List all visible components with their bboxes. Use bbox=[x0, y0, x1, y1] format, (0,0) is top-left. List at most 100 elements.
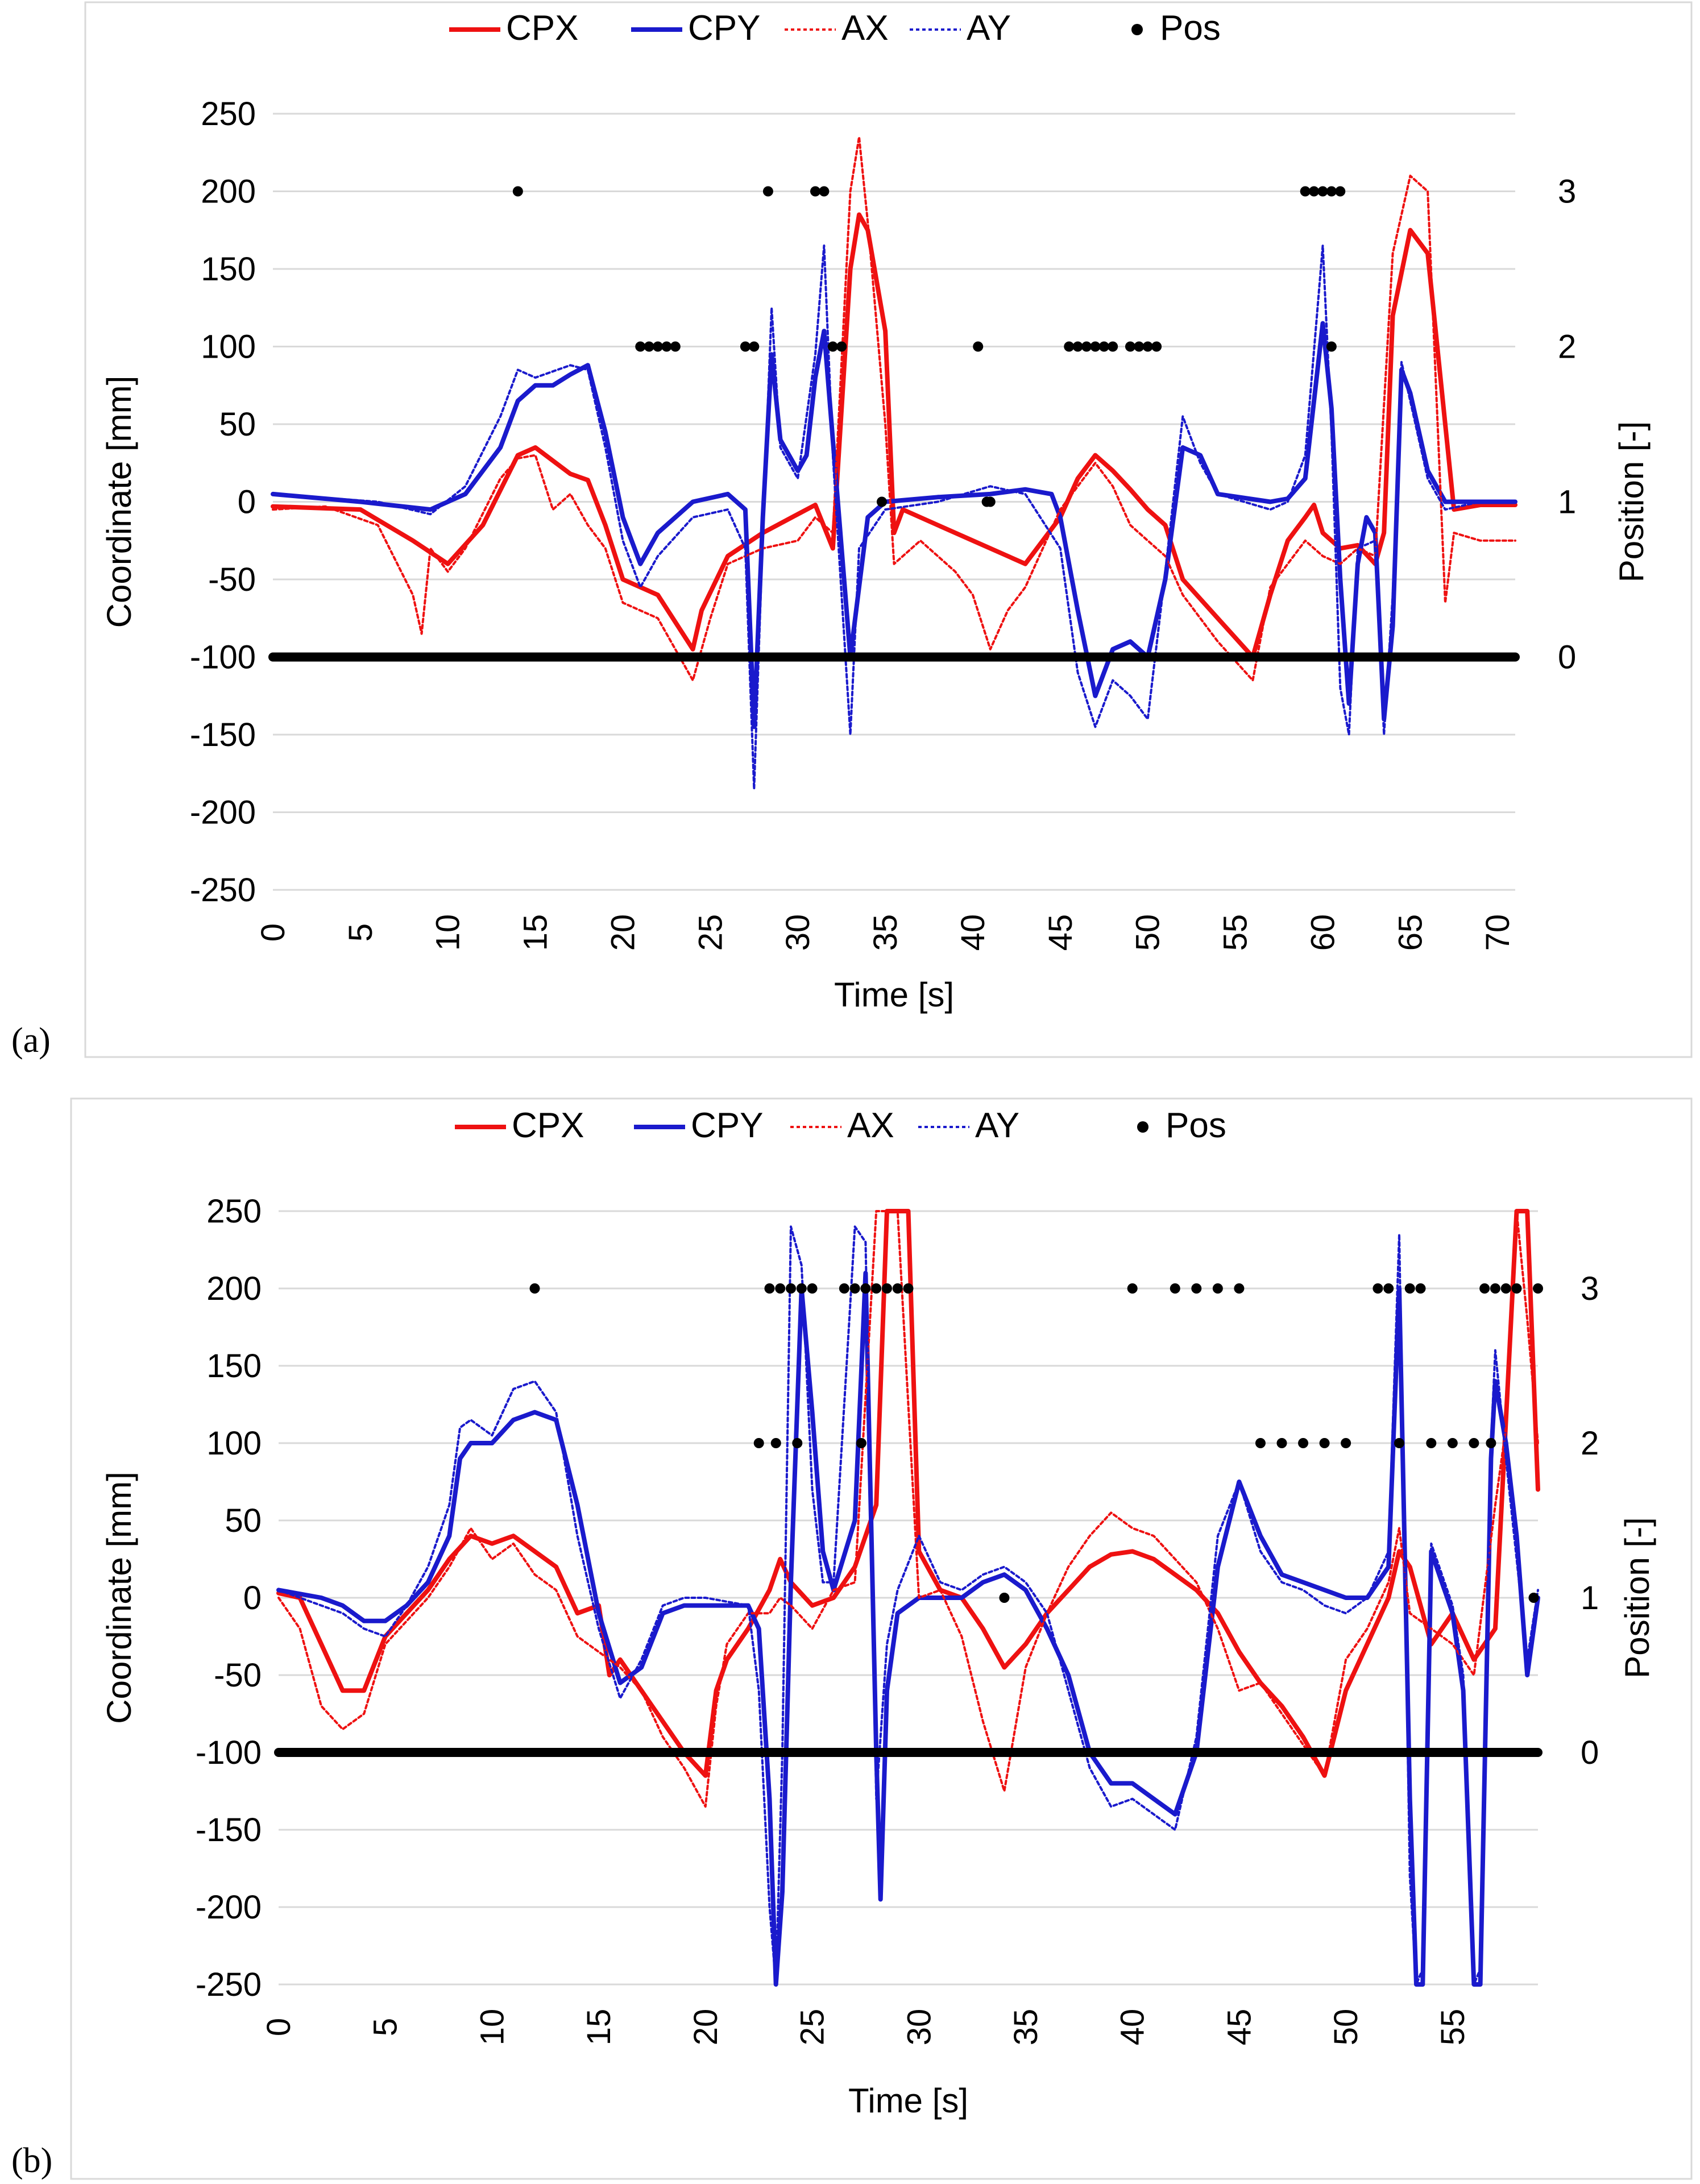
legend-label-cpy: CPY bbox=[691, 1106, 763, 1145]
pos-point bbox=[762, 186, 773, 197]
x-tick-label: 50 bbox=[1130, 914, 1167, 951]
panel-b: (b) 250200150100500-50-100-150-200-25032… bbox=[11, 1097, 1693, 2180]
x-tick-label: 70 bbox=[1479, 914, 1516, 951]
legend-label-pos: Pos bbox=[1166, 1106, 1226, 1145]
y-tick-label: -100 bbox=[196, 1734, 262, 1771]
panel-b-frame bbox=[70, 1097, 1693, 2180]
x-tick-label: 20 bbox=[687, 2009, 724, 2046]
y-tick-label: 200 bbox=[206, 1270, 262, 1307]
y-tick-label: -250 bbox=[196, 1966, 262, 2003]
pos-point bbox=[1383, 1283, 1394, 1294]
x-tick-label: 0 bbox=[255, 923, 292, 942]
y-tick-label: 50 bbox=[225, 1502, 262, 1539]
pos-point bbox=[1064, 341, 1075, 352]
y2-axis-title: Position [-] bbox=[1618, 1517, 1656, 1678]
pos-point bbox=[1373, 1283, 1383, 1294]
pos-point bbox=[1300, 186, 1311, 197]
y-axis-title: Coordinate [mm] bbox=[100, 1472, 138, 1724]
pos-point bbox=[1212, 1283, 1223, 1294]
pos-point bbox=[1191, 1283, 1202, 1294]
pos-point bbox=[1108, 341, 1118, 352]
x-tick-label: 50 bbox=[1328, 2009, 1365, 2046]
pos-point bbox=[849, 1283, 860, 1294]
x-tick-label: 10 bbox=[430, 914, 467, 951]
pos-point bbox=[1326, 186, 1337, 197]
x-tick-label: 25 bbox=[692, 914, 729, 951]
legend-label-cpx: CPX bbox=[506, 9, 578, 48]
x-tick-label: 35 bbox=[1007, 2009, 1044, 2046]
series-line-ay bbox=[272, 244, 1516, 790]
x-tick-label: 5 bbox=[367, 2018, 404, 2036]
pos-point bbox=[860, 1283, 871, 1294]
panel-b-label: (b) bbox=[11, 2141, 52, 2180]
legend-label-cpy: CPY bbox=[688, 9, 760, 48]
pos-point bbox=[1447, 1438, 1458, 1448]
x-axis-title: Time [s] bbox=[848, 2082, 968, 2120]
x-tick-label: 45 bbox=[1221, 2009, 1258, 2046]
pos-point bbox=[635, 341, 646, 352]
pos-point bbox=[644, 341, 654, 352]
pos-point bbox=[1404, 1283, 1415, 1294]
pos-point bbox=[512, 186, 523, 197]
y-tick-label: 100 bbox=[201, 329, 256, 366]
pos-point bbox=[985, 496, 996, 507]
pos-point bbox=[827, 341, 838, 352]
y-tick-label: -250 bbox=[190, 872, 256, 909]
pos-point bbox=[1490, 1283, 1500, 1294]
pos-point bbox=[740, 341, 751, 352]
pos-point bbox=[1072, 341, 1083, 352]
x-tick-label: 15 bbox=[581, 2009, 617, 2046]
y-tick-label: -150 bbox=[190, 716, 256, 753]
legend-label-ay: AY bbox=[975, 1106, 1019, 1145]
y-tick-label: 250 bbox=[201, 96, 256, 132]
pos-point bbox=[529, 1283, 540, 1294]
pos-point bbox=[1081, 341, 1092, 352]
pos-point bbox=[661, 341, 672, 352]
pos-point bbox=[836, 341, 847, 352]
x-tick-label: 40 bbox=[1114, 2009, 1151, 2046]
pos-point bbox=[1309, 186, 1320, 197]
series-line-cpy bbox=[276, 1270, 1540, 1987]
x-tick-label: 35 bbox=[867, 914, 904, 951]
pos-point bbox=[653, 341, 664, 352]
y-tick-label: 200 bbox=[201, 173, 256, 210]
pos-point bbox=[770, 1438, 781, 1448]
pos-point bbox=[1426, 1438, 1437, 1448]
y-tick-label: 250 bbox=[206, 1193, 262, 1230]
pos-point bbox=[903, 1283, 914, 1294]
pos-point bbox=[1341, 1438, 1351, 1448]
series-line-ax bbox=[272, 136, 1516, 682]
y2-tick-label: 2 bbox=[1558, 329, 1576, 366]
x-tick-label: 15 bbox=[517, 914, 554, 951]
y-tick-label: -200 bbox=[190, 794, 256, 831]
pos-point bbox=[810, 186, 821, 197]
pos-point bbox=[1533, 1283, 1543, 1294]
y-tick-label: 100 bbox=[206, 1425, 262, 1462]
x-tick-label: 65 bbox=[1392, 914, 1429, 951]
x-tick-label: 20 bbox=[604, 914, 641, 951]
y2-tick-label: 0 bbox=[1581, 1734, 1599, 1771]
y-axis-title: Coordinate [mm] bbox=[100, 376, 138, 628]
pos-point bbox=[670, 341, 681, 352]
y2-tick-label: 0 bbox=[1558, 639, 1576, 676]
y-tick-label: 0 bbox=[243, 1580, 262, 1617]
pos-point bbox=[796, 1283, 807, 1294]
pos-point bbox=[1500, 1283, 1511, 1294]
y-tick-label: -50 bbox=[208, 561, 256, 598]
pos-point bbox=[1298, 1438, 1309, 1448]
legend-label-ax: AX bbox=[841, 9, 889, 48]
pos-point bbox=[1415, 1283, 1426, 1294]
y-tick-label: -200 bbox=[196, 1889, 262, 1926]
pos-point bbox=[1234, 1283, 1245, 1294]
legend-marker-pos bbox=[1131, 24, 1143, 35]
x-tick-label: 0 bbox=[260, 2018, 297, 2036]
y2-tick-label: 1 bbox=[1558, 484, 1576, 521]
pos-point bbox=[1255, 1438, 1266, 1448]
legend-label-ax: AX bbox=[847, 1106, 894, 1145]
pos-point bbox=[876, 496, 887, 507]
pos-point bbox=[1511, 1283, 1522, 1294]
pos-point bbox=[999, 1593, 1010, 1603]
